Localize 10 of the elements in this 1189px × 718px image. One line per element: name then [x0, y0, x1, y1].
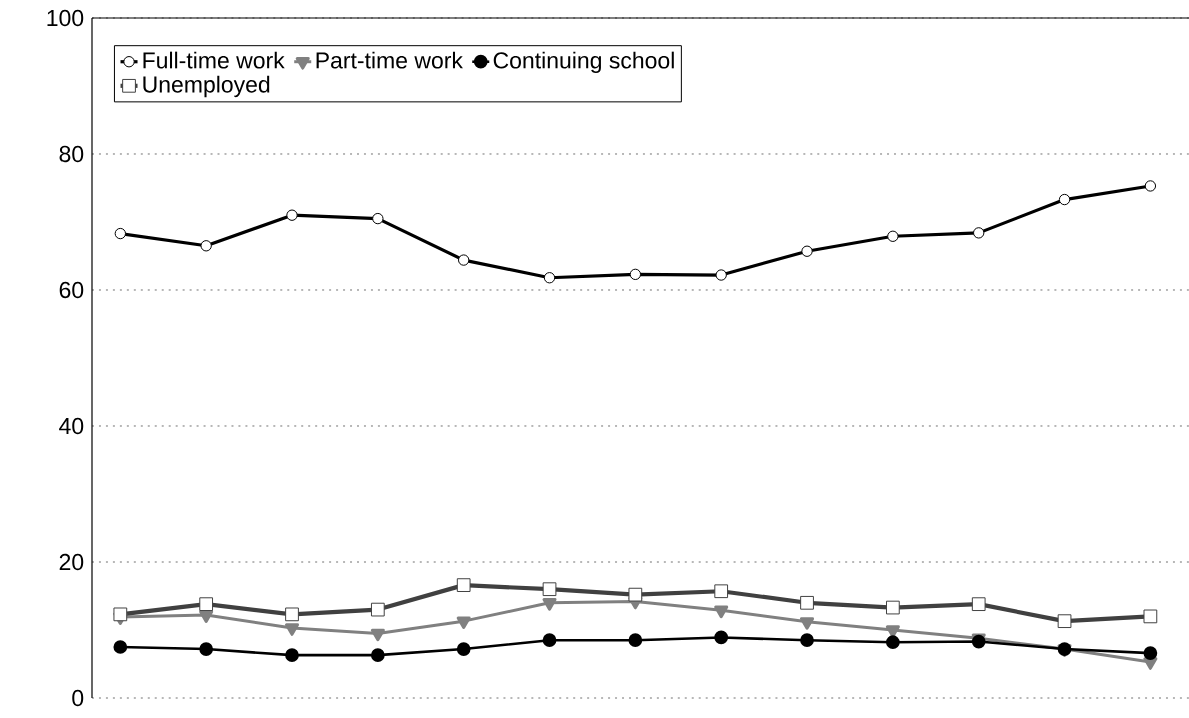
y-tick-label: 0 [72, 689, 84, 707]
legend-label: Full-time work [143, 51, 285, 69]
y-tick-label: 40 [59, 417, 84, 435]
legend-label: Unemployed [143, 75, 270, 98]
y-tick-label: 60 [59, 281, 84, 299]
legend-label: Part-time work [316, 51, 463, 69]
y-tick-label: 100 [47, 9, 84, 27]
y-tick-label: 80 [59, 145, 84, 163]
y-tick-label: 20 [59, 553, 84, 571]
legend-label: Continuing school [493, 51, 674, 74]
